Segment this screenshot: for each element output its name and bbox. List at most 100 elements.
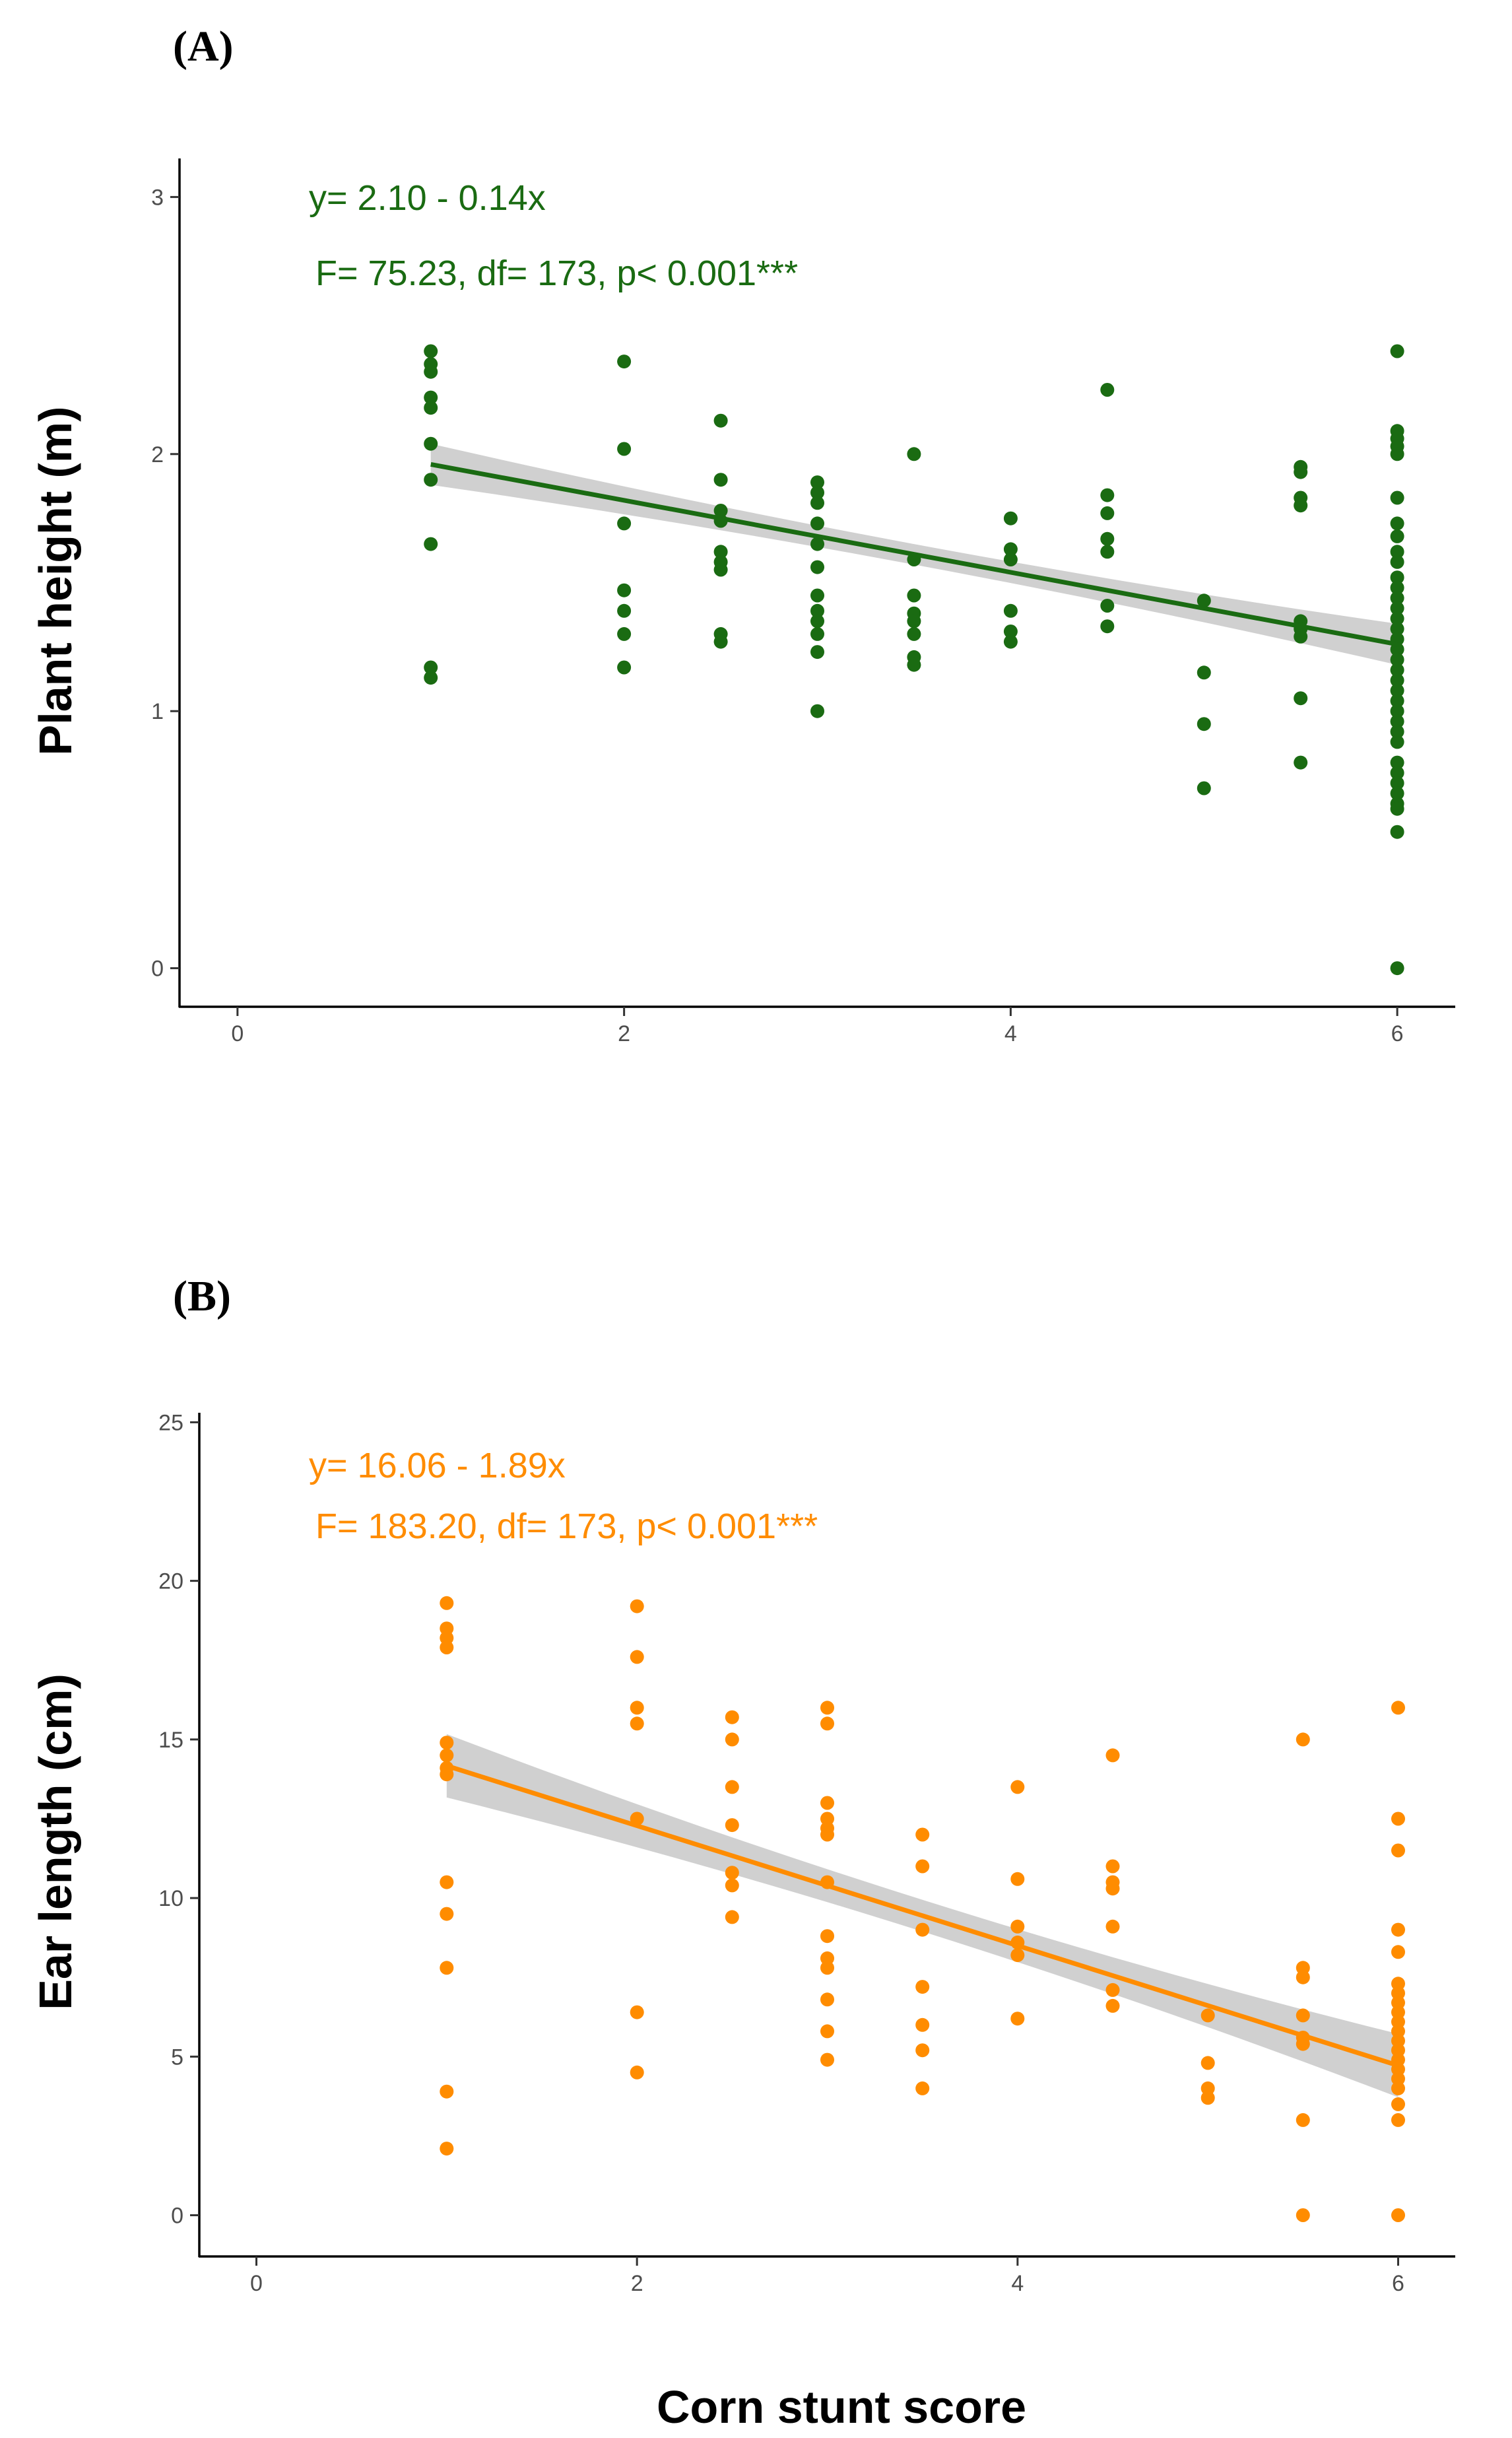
- data-point: [1010, 1780, 1025, 1794]
- data-point: [424, 436, 438, 451]
- data-point: [1296, 1732, 1310, 1747]
- data-point: [810, 614, 824, 628]
- data-point: [1391, 2113, 1405, 2127]
- data-point: [810, 588, 824, 603]
- data-point: [1391, 1977, 1405, 1991]
- data-point: [820, 1992, 834, 2007]
- data-point: [1294, 691, 1308, 706]
- data-point: [1010, 1948, 1025, 1963]
- data-point: [440, 2084, 454, 2099]
- data-point: [1390, 663, 1404, 677]
- data-point: [617, 583, 632, 597]
- data-point: [1100, 545, 1115, 559]
- data-point: [630, 2065, 644, 2080]
- data-point: [810, 645, 824, 660]
- data-point: [424, 660, 438, 675]
- data-point: [1390, 555, 1404, 569]
- data-point: [1296, 1961, 1310, 1975]
- data-point: [1105, 1919, 1120, 1934]
- x-tick-label: 2: [618, 1021, 630, 1046]
- panel-a-ylabel: Plant height (m): [30, 407, 81, 756]
- data-point: [820, 1929, 834, 1944]
- data-point: [907, 588, 921, 603]
- data-point: [810, 704, 824, 718]
- data-point: [915, 1859, 930, 1874]
- data-point: [1100, 383, 1115, 397]
- data-point: [630, 1701, 644, 1715]
- data-point: [1197, 665, 1211, 680]
- data-point: [1390, 683, 1404, 698]
- panel-a-stats: F= 75.23, df= 173, p< 0.001***: [315, 254, 798, 293]
- data-point: [1100, 599, 1115, 613]
- data-point: [1391, 1843, 1405, 1858]
- data-point: [1390, 652, 1404, 667]
- data-point: [424, 473, 438, 487]
- data-point: [630, 2005, 644, 2019]
- panel-a-fit-line: [430, 461, 1398, 647]
- data-point: [1390, 704, 1404, 718]
- data-point: [424, 344, 438, 358]
- data-point: [725, 1866, 739, 1880]
- x-tick-label: 0: [250, 2271, 263, 2296]
- panel-a-equation: y= 2.10 - 0.14x: [309, 178, 546, 218]
- data-point: [725, 1910, 739, 1924]
- data-point: [1100, 488, 1115, 502]
- data-point: [1294, 755, 1308, 770]
- panel-b-fit-line: [445, 1763, 1399, 2068]
- data-point: [915, 1827, 930, 1842]
- data-point: [1296, 2037, 1310, 2051]
- shared-x-axis-title: Corn stunt score: [657, 2381, 1026, 2433]
- data-point: [907, 614, 921, 628]
- data-point: [725, 1818, 739, 1833]
- data-point: [1296, 1970, 1310, 1984]
- data-point: [725, 1710, 739, 1724]
- data-point: [1391, 2005, 1405, 2019]
- data-point: [424, 364, 438, 379]
- data-point: [1390, 344, 1404, 358]
- x-tick-label: 4: [1011, 2271, 1024, 2296]
- data-point: [820, 1951, 834, 1965]
- data-point: [1390, 622, 1404, 636]
- panel-a-label: (A): [173, 22, 234, 71]
- panel-b-ylabel: Ear length (cm): [30, 1674, 81, 2010]
- data-point: [1296, 2208, 1310, 2222]
- data-point: [1390, 580, 1404, 595]
- regression-line: [430, 461, 1398, 647]
- data-point: [440, 1621, 454, 1636]
- data-point: [820, 1827, 834, 1842]
- data-point: [810, 475, 824, 490]
- y-tick-label: 0: [171, 2204, 183, 2229]
- data-point: [1390, 755, 1404, 770]
- data-point: [810, 485, 824, 500]
- data-point: [1010, 1872, 1025, 1886]
- data-point: [1003, 511, 1018, 525]
- x-tick-label: 0: [231, 1021, 244, 1046]
- data-point: [617, 626, 632, 641]
- data-point: [1390, 516, 1404, 531]
- data-point: [1390, 611, 1404, 626]
- data-point: [820, 1796, 834, 1810]
- data-point: [1296, 2113, 1310, 2127]
- x-tick-label: 6: [1391, 1021, 1404, 1046]
- data-point: [810, 626, 824, 641]
- data-point: [1200, 2008, 1215, 2023]
- y-tick-label: 1: [151, 699, 164, 724]
- data-point: [1391, 2043, 1405, 2058]
- data-point: [440, 1631, 454, 1645]
- data-point: [1010, 2012, 1025, 2026]
- data-point: [1391, 2015, 1405, 2029]
- data-point: [820, 2052, 834, 2067]
- data-point: [1391, 2097, 1405, 2111]
- panel-a: (A) Plant height (m) 0 1 2 3 0 2 4 6 y= 2.10 - …: [30, 22, 1455, 1046]
- regression-line: [445, 1763, 1399, 2068]
- data-point: [1390, 601, 1404, 615]
- data-point: [630, 1599, 644, 1613]
- data-point: [630, 1650, 644, 1664]
- data-point: [440, 1961, 454, 1975]
- data-point: [440, 1736, 454, 1750]
- data-point: [1390, 724, 1404, 739]
- data-point: [1391, 1701, 1405, 1715]
- data-point: [1200, 2091, 1215, 2105]
- data-point: [1003, 625, 1018, 638]
